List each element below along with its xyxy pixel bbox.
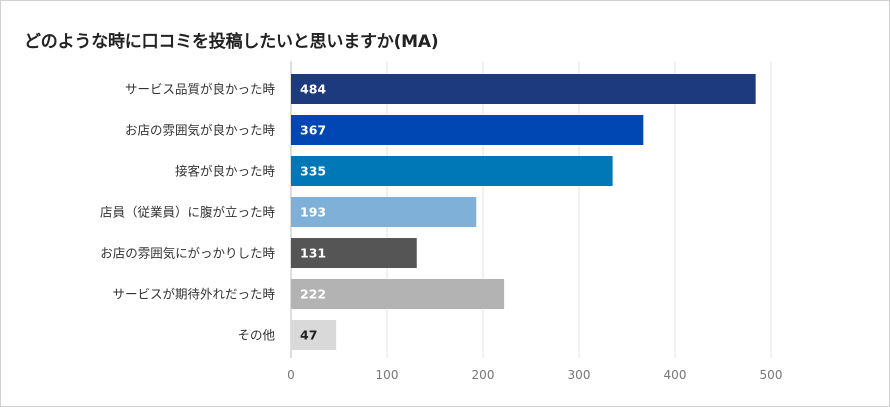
category-label-2: お店の雰囲気が良かった時 [125,123,276,138]
bar-7 [291,320,337,350]
value-label-4: 193 [300,205,326,220]
x-tick-label-500: 500 [760,368,783,382]
bar-6 [291,279,505,309]
value-label-5: 131 [300,246,326,261]
chart-title: どのような時に口コミを投稿したいと思いますか(MA) [24,32,439,52]
value-label-3: 335 [300,164,326,179]
x-tick-label-0: 0 [287,368,295,382]
bar-2 [291,115,644,145]
value-label-2: 367 [300,123,326,138]
bar-1 [291,74,756,104]
value-label-7: 47 [300,328,317,343]
x-axis: 0 100 200 300 400 500 [287,368,782,382]
category-label-5: お店の雰囲気にがっかりした時 [100,246,275,261]
category-label-7: その他 [237,328,275,343]
bar-4 [291,197,477,227]
bars: 484 367 335 193 131 222 47 [291,74,756,350]
category-label-3: 接客が良かった時 [175,164,276,179]
category-labels: サービス品質が良かった時お店の雰囲気が良かった時接客が良かった時店員（従業員）に… [100,82,276,343]
value-label-6: 222 [300,287,326,302]
x-tick-label-400: 400 [664,368,687,382]
value-label-1: 484 [300,82,326,97]
x-tick-label-100: 100 [376,368,399,382]
x-tick-label-300: 300 [568,368,591,382]
category-label-4: 店員（従業員）に腹が立った時 [100,205,276,220]
category-label-1: サービス品質が良かった時 [125,82,276,97]
category-label-6: サービスが期待外れだった時 [112,287,275,302]
x-tick-label-200: 200 [472,368,495,382]
bar-3 [291,156,613,186]
bar-5 [291,238,417,268]
